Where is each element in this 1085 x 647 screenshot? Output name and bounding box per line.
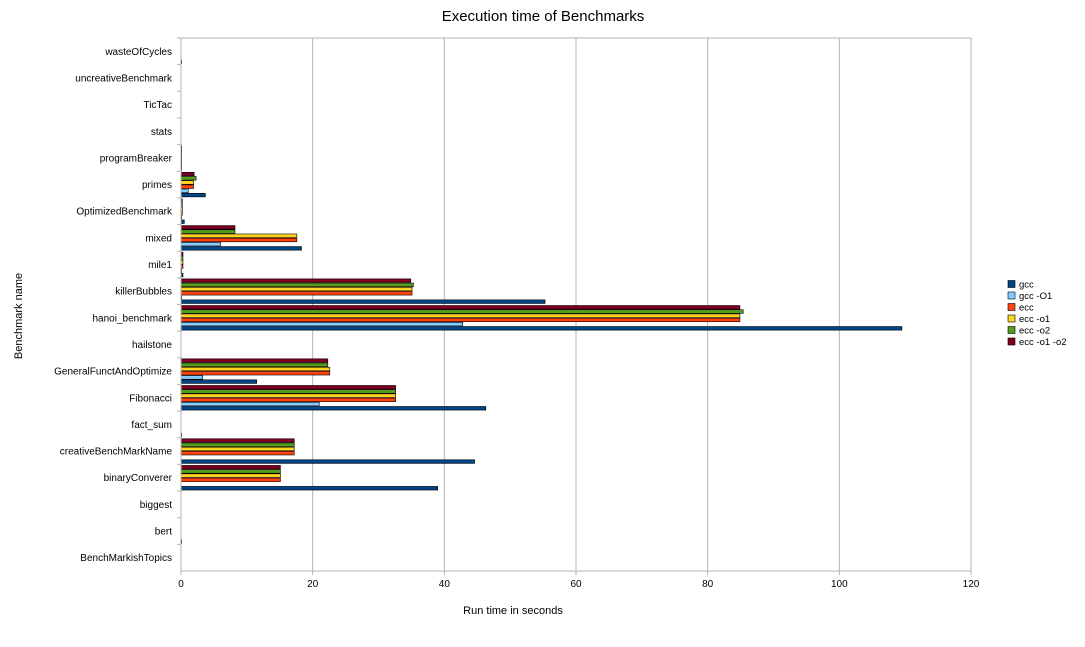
bar bbox=[180, 246, 302, 251]
bar bbox=[180, 188, 189, 193]
bar bbox=[180, 313, 741, 318]
bar bbox=[180, 299, 546, 304]
legend-label: gcc bbox=[1019, 280, 1034, 291]
bar bbox=[180, 229, 236, 234]
bar bbox=[180, 233, 298, 238]
x-tick-label: 120 bbox=[963, 579, 980, 590]
bar bbox=[180, 305, 741, 310]
y-tick-label: BenchMarkishTopics bbox=[80, 553, 172, 564]
bar bbox=[180, 322, 464, 327]
bar bbox=[180, 401, 320, 407]
bar bbox=[180, 192, 206, 198]
bar bbox=[180, 486, 439, 491]
x-tick-label: 40 bbox=[439, 579, 451, 590]
bar bbox=[180, 379, 258, 384]
legend-label: gcc -O1 bbox=[1019, 291, 1052, 302]
bar bbox=[180, 397, 396, 402]
y-axis-label: Benchmark name bbox=[13, 273, 25, 359]
bar bbox=[180, 465, 281, 470]
y-tick-label: primes bbox=[142, 180, 172, 191]
bar bbox=[180, 309, 744, 314]
bar bbox=[180, 237, 298, 243]
y-tick-label: GeneralFunctAndOptimize bbox=[54, 367, 172, 378]
bar bbox=[180, 358, 329, 363]
legend-swatch bbox=[1007, 337, 1016, 346]
legend-label: ecc -o2 bbox=[1019, 326, 1050, 337]
y-tick-label: mixed bbox=[145, 233, 172, 244]
chart-title: Execution time of Benchmarks bbox=[442, 8, 645, 25]
legend-swatch bbox=[1007, 326, 1016, 334]
bar bbox=[180, 375, 204, 380]
bar bbox=[180, 473, 281, 478]
bar bbox=[180, 242, 221, 247]
bar bbox=[180, 385, 396, 390]
y-tick-label: biggest bbox=[140, 500, 172, 511]
legend-swatch bbox=[1007, 291, 1016, 300]
bar bbox=[180, 278, 412, 283]
x-tick-label: 100 bbox=[831, 579, 848, 590]
bar bbox=[180, 469, 281, 474]
y-tick-label: fact_sum bbox=[131, 420, 172, 431]
y-tick-label: OptimizedBenchmark bbox=[76, 207, 173, 218]
bar bbox=[180, 326, 903, 331]
x-tick-label: 60 bbox=[570, 579, 582, 590]
bar bbox=[180, 406, 487, 411]
y-tick-label: stats bbox=[151, 127, 172, 138]
bars bbox=[180, 59, 903, 544]
y-tick-label: mile1 bbox=[148, 260, 172, 271]
y-tick-label: programBreaker bbox=[100, 153, 173, 164]
y-tick-label: hanoi_benchmark bbox=[93, 313, 173, 324]
bar bbox=[180, 442, 295, 447]
y-tick-label: creativeBenchMarkName bbox=[60, 447, 173, 458]
bar bbox=[180, 477, 281, 482]
bar bbox=[180, 362, 329, 367]
legend-label: ecc bbox=[1019, 303, 1034, 314]
legend-swatch bbox=[1007, 314, 1016, 323]
bar bbox=[180, 180, 194, 185]
bar bbox=[180, 176, 197, 181]
x-tick-label: 0 bbox=[178, 579, 184, 590]
bar bbox=[180, 366, 331, 372]
bar bbox=[180, 393, 396, 398]
y-tick-label: Fibonacci bbox=[129, 393, 172, 404]
bar bbox=[180, 389, 396, 394]
y-tick-label: uncreativeBenchmark bbox=[75, 73, 173, 84]
grid-lines bbox=[312, 38, 972, 571]
axes: 0 20 40 60 80 100 120 BenchMarkishTopics bert big… bbox=[54, 37, 980, 590]
bar bbox=[180, 286, 413, 292]
y-tick-label: wasteOfCycles bbox=[104, 47, 172, 58]
legend-label: ecc -o1 -o2 bbox=[1019, 337, 1067, 348]
x-axis-label: Run time in seconds bbox=[463, 605, 563, 617]
y-tick-label: killerBubbles bbox=[115, 287, 172, 298]
bar bbox=[180, 317, 741, 323]
x-tick-label: 80 bbox=[702, 579, 714, 590]
bar bbox=[180, 171, 195, 177]
y-tick-label: TicTac bbox=[143, 100, 172, 111]
bar bbox=[180, 225, 236, 230]
bar bbox=[180, 459, 475, 464]
bar bbox=[180, 438, 295, 443]
legend-swatch bbox=[1007, 303, 1016, 311]
bar bbox=[180, 451, 295, 456]
y-tick-label: bert bbox=[155, 527, 172, 538]
bar bbox=[180, 184, 194, 189]
legend-swatch bbox=[1007, 280, 1016, 288]
bar bbox=[180, 446, 295, 452]
y-tick-label: binaryConverer bbox=[104, 473, 173, 484]
legend-label: ecc -o1 bbox=[1019, 314, 1050, 325]
x-tick-label: 20 bbox=[307, 579, 319, 590]
y-tick-label: hailstone bbox=[132, 340, 172, 351]
bar bbox=[180, 282, 414, 287]
bar bbox=[180, 371, 331, 376]
bar bbox=[180, 291, 413, 296]
